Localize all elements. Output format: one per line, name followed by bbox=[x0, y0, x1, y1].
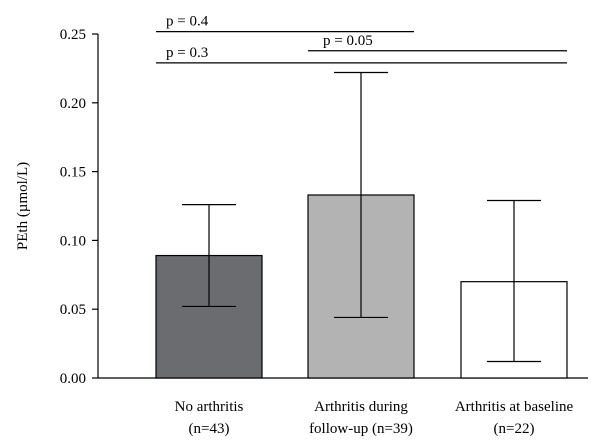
y-tick-label: 0.20 bbox=[60, 96, 86, 112]
y-tick-labels: 0.00 0.05 0.10 0.15 0.20 0.25 bbox=[60, 27, 98, 387]
y-tick-label: 0.05 bbox=[60, 302, 86, 318]
y-tick-label: 0.10 bbox=[60, 233, 86, 249]
p-value-label: p = 0.3 bbox=[166, 45, 208, 61]
p-value-label: p = 0.05 bbox=[323, 33, 373, 49]
category-label-line1: Arthritis during bbox=[314, 399, 408, 415]
y-axis-label: PEth (µmol/L) bbox=[15, 162, 31, 250]
category-label-line2: (n=43) bbox=[189, 421, 230, 437]
y-tick-label: 0.25 bbox=[60, 27, 86, 43]
error-bars bbox=[182, 71, 541, 363]
significance-annotations: p = 0.4 p = 0.05 p = 0.3 bbox=[156, 14, 567, 64]
category-label-line1: No arthritis bbox=[175, 399, 244, 415]
category-label-line1: Arthritis at baseline bbox=[455, 399, 574, 415]
category-labels: No arthritis (n=43) Arthritis during follow… bbox=[175, 399, 574, 437]
y-tick-label: 0.15 bbox=[60, 165, 86, 181]
y-tick-label: 0.00 bbox=[60, 371, 86, 387]
category-label-line2: follow-up (n=39) bbox=[309, 421, 413, 437]
p-value-label: p = 0.4 bbox=[166, 14, 209, 30]
category-label-line2: (n=22) bbox=[494, 421, 535, 437]
